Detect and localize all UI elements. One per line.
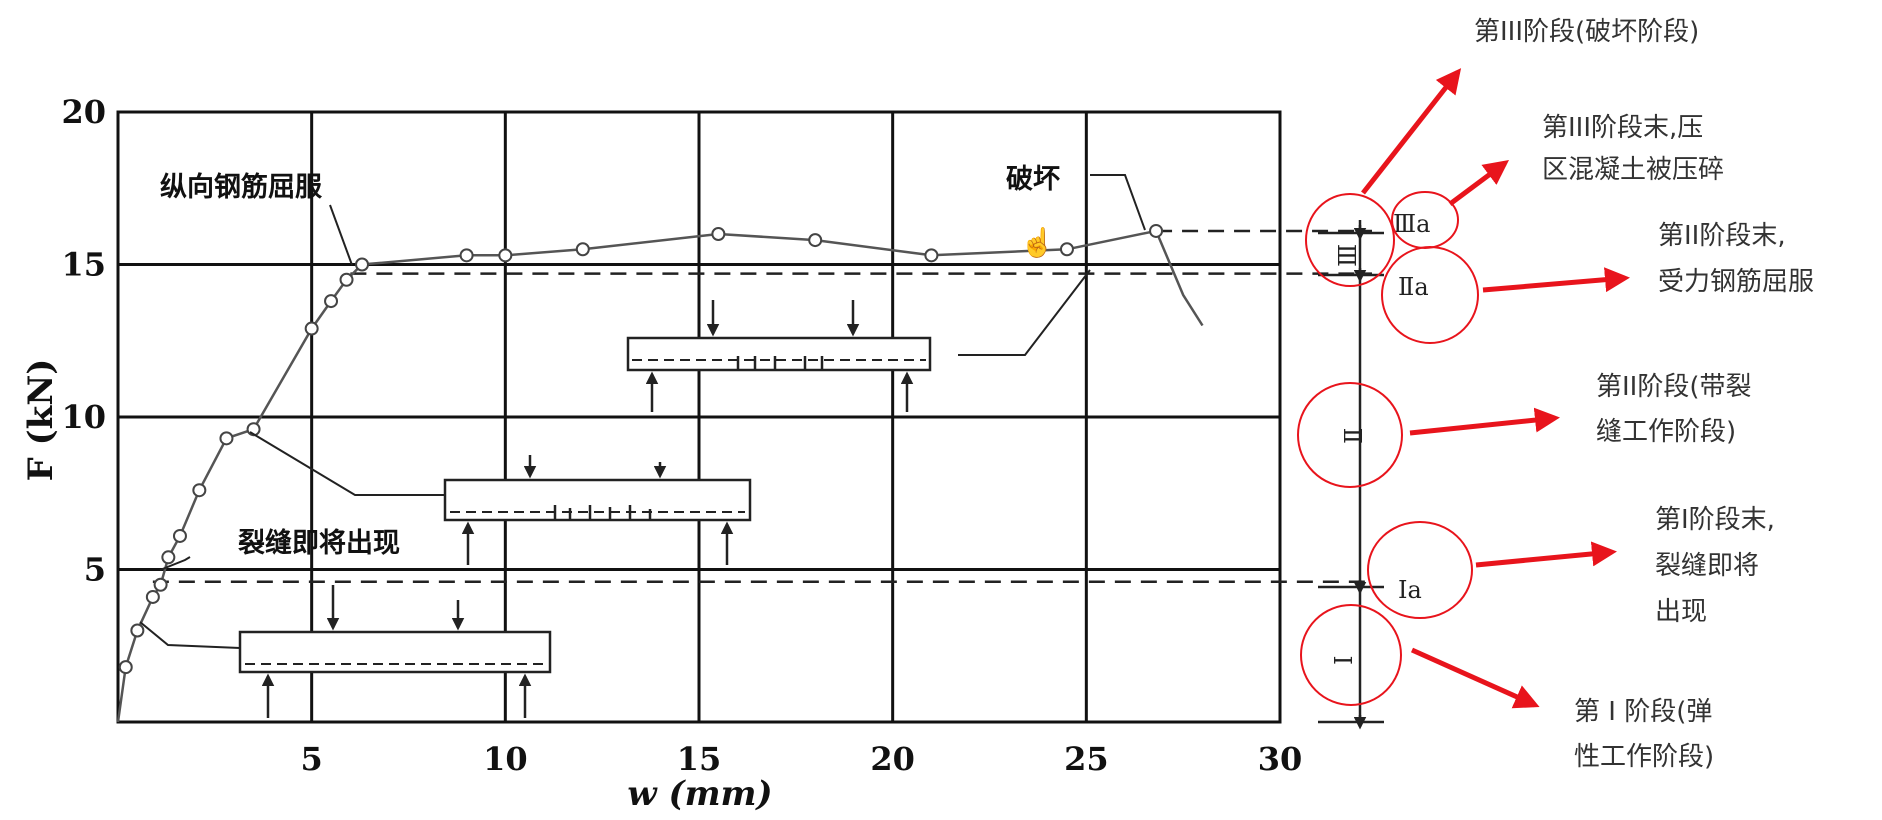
stage2-desc-1: 第II阶段(带裂 <box>1596 372 1751 402</box>
data-point <box>711 227 726 241</box>
data-point <box>924 248 939 263</box>
data-point <box>304 321 319 336</box>
x-tick-label: 25 <box>1064 740 1109 778</box>
x-tick-label: 10 <box>483 740 528 778</box>
stage1a-desc-1: 第I阶段末, <box>1655 505 1775 535</box>
stage3a-label: Ⅲa <box>1393 210 1430 238</box>
stage3a-desc-1: 第III阶段末,压 <box>1542 113 1703 143</box>
beam-sketch-stage1 <box>238 585 552 718</box>
data-point <box>118 660 133 675</box>
failure-annotation: 破坏 <box>1006 164 1060 195</box>
y-tick-label: 10 <box>61 398 106 436</box>
x-axis-label: w (mm) <box>627 774 772 814</box>
data-point <box>1059 242 1074 257</box>
y-tick-label: 15 <box>61 246 106 284</box>
leader-lines <box>139 174 1146 649</box>
stage1-label: Ⅰ <box>1330 656 1358 665</box>
stage-arrows <box>1361 68 1630 709</box>
data-point <box>355 257 370 272</box>
plot-area: 5 10 15 20 25 30 5 10 15 20 <box>61 93 1372 778</box>
data-point <box>192 483 207 498</box>
x-tick-label: 30 <box>1258 740 1303 778</box>
stage3-label: Ⅲ <box>1334 244 1362 267</box>
stage2a-desc-2: 受力钢筋屈服 <box>1658 267 1814 297</box>
stage2a-desc-1: 第II阶段末, <box>1658 221 1786 251</box>
stage-circles <box>1297 191 1479 706</box>
data-point <box>324 294 339 309</box>
data-point <box>130 623 145 638</box>
stage2-desc-2: 缝工作阶段) <box>1596 417 1736 447</box>
beam-sketch-stage3 <box>626 300 932 412</box>
stage3-desc-1: 第III阶段(破坏阶段) <box>1474 17 1699 47</box>
stage1a-desc-2: 裂缝即将 <box>1655 551 1759 581</box>
data-point <box>219 431 234 446</box>
y-tick-label: 5 <box>84 551 106 589</box>
hand-cursor-icon: ☝ <box>1020 225 1055 259</box>
crack-annotation: 裂缝即将出现 <box>238 527 400 559</box>
data-point <box>498 248 513 263</box>
data-point <box>575 242 590 257</box>
data-point <box>153 577 168 592</box>
data-point <box>1149 223 1164 238</box>
stage1a-desc-3: 出现 <box>1655 597 1707 627</box>
data-point <box>161 550 176 565</box>
stage2a-label: Ⅱa <box>1398 273 1429 301</box>
x-tick-label: 15 <box>677 740 722 778</box>
y-tick-label: 20 <box>61 93 106 131</box>
data-point <box>172 528 187 543</box>
stage2-label: Ⅱ <box>1340 428 1368 444</box>
data-point <box>339 272 354 287</box>
stage1a-label: Ⅰa <box>1398 576 1422 604</box>
stage3a-desc-2: 区混凝土被压碎 <box>1542 155 1724 185</box>
stage-bar <box>1318 220 1384 730</box>
data-point <box>459 248 474 263</box>
x-tick-label: 20 <box>870 740 915 778</box>
yield-annotation: 纵向钢筋屈服 <box>160 171 323 203</box>
data-point <box>808 233 823 248</box>
stage1-desc-1: 第 I 阶段(弹 <box>1574 697 1712 727</box>
x-tick-label: 5 <box>301 740 323 778</box>
data-point <box>145 589 160 604</box>
beam-sketch-stage2 <box>443 455 752 565</box>
stage1-desc-2: 性工作阶段) <box>1574 742 1714 772</box>
y-axis-label: F (kN) <box>21 359 61 482</box>
